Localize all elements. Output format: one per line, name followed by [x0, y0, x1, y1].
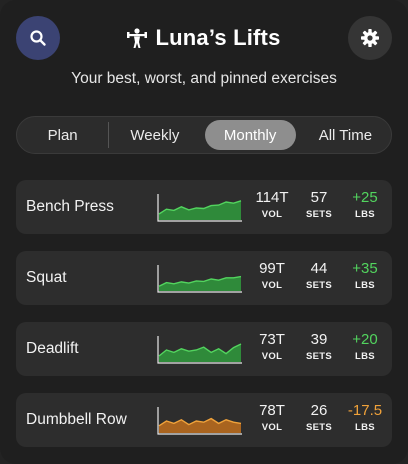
lbs-value: +35: [352, 260, 378, 277]
sparkline-line: [158, 275, 242, 287]
lbs-value: +25: [352, 189, 378, 206]
volume-label: VOL: [261, 351, 283, 362]
gear-icon: [361, 29, 379, 47]
lbs-label: LBS: [355, 209, 375, 220]
lbs-value: +20: [352, 331, 378, 348]
sets-value: 57: [310, 189, 328, 206]
lbs-label: LBS: [355, 422, 375, 433]
sets-stat: 57 SETS: [297, 189, 341, 220]
period-tabs: Plan Weekly Monthly All Time: [16, 116, 392, 154]
lbs-stat: +20 LBS: [343, 331, 387, 362]
exercise-list: Bench Press 114T VOL 57 SETS +25 LBS Squ…: [16, 180, 392, 464]
header: Luna’s Lifts: [0, 0, 408, 78]
sets-label: SETS: [305, 422, 332, 433]
volume-stat: 78T VOL: [250, 402, 294, 433]
volume-value: 114T: [255, 189, 289, 206]
volume-stat: 114T VOL: [250, 189, 294, 220]
sets-label: SETS: [305, 351, 332, 362]
volume-value: 78T: [259, 402, 285, 419]
title-wrap: Luna’s Lifts: [0, 22, 408, 54]
sparkline: [157, 336, 242, 364]
exercise-name: Deadlift: [26, 340, 79, 357]
sparkline: [157, 265, 242, 293]
exercise-name: Dumbbell Row: [26, 411, 127, 428]
search-button[interactable]: [16, 16, 60, 60]
sets-value: 44: [310, 260, 328, 277]
sparkline-axis: [157, 407, 242, 435]
sets-label: SETS: [305, 280, 332, 291]
sets-stat: 26 SETS: [297, 402, 341, 433]
lbs-stat: +35 LBS: [343, 260, 387, 291]
sparkline-line: [158, 343, 242, 357]
settings-button[interactable]: [348, 16, 392, 60]
lbs-stat: -17.5 LBS: [343, 402, 387, 433]
tab-weekly[interactable]: Weekly: [130, 126, 180, 144]
tab-all-time[interactable]: All Time: [318, 126, 373, 144]
sets-stat: 44 SETS: [297, 260, 341, 291]
volume-value: 99T: [259, 260, 285, 277]
sparkline-area: [159, 418, 241, 433]
sparkline-area: [159, 344, 241, 362]
sparkline: [157, 407, 242, 435]
sparkline-axis: [157, 265, 242, 293]
sparkline-line: [158, 200, 242, 215]
dumbbell-icon: [127, 28, 148, 48]
search-icon: [30, 30, 46, 46]
volume-label: VOL: [261, 280, 283, 291]
sets-label: SETS: [305, 209, 332, 220]
exercise-name: Bench Press: [26, 198, 114, 215]
sets-value: 39: [310, 331, 328, 348]
volume-stat: 99T VOL: [250, 260, 294, 291]
tab-monthly[interactable]: Monthly: [204, 120, 296, 150]
exercise-name: Squat: [26, 269, 67, 286]
lbs-label: LBS: [355, 280, 375, 291]
exercise-row[interactable]: Deadlift 73T VOL 39 SETS +20 LBS: [16, 322, 392, 376]
sparkline-line: [158, 417, 242, 427]
lbs-label: LBS: [355, 351, 375, 362]
volume-stat: 73T VOL: [250, 331, 294, 362]
volume-value: 73T: [259, 331, 285, 348]
page-title: Luna’s Lifts: [155, 25, 281, 50]
tab-plan[interactable]: Plan: [47, 126, 78, 144]
exercise-row[interactable]: Squat 99T VOL 44 SETS +35 LBS: [16, 251, 392, 305]
tab-divider: [108, 122, 110, 148]
sparkline-area: [159, 200, 241, 220]
lbs-stat: +25 LBS: [343, 189, 387, 220]
subtitle: Your best, worst, and pinned exercises: [71, 70, 337, 87]
sparkline: [157, 194, 242, 222]
volume-label: VOL: [261, 422, 283, 433]
sets-value: 26: [310, 402, 328, 419]
sets-stat: 39 SETS: [297, 331, 341, 362]
lbs-value: -17.5: [347, 402, 383, 419]
exercise-row[interactable]: Bench Press 114T VOL 57 SETS +25 LBS: [16, 180, 392, 234]
sparkline-axis: [157, 194, 242, 222]
sparkline-axis: [157, 336, 242, 364]
exercise-row[interactable]: Dumbbell Row 78T VOL 26 SETS -17.5 LBS: [16, 393, 392, 447]
volume-label: VOL: [261, 209, 283, 220]
